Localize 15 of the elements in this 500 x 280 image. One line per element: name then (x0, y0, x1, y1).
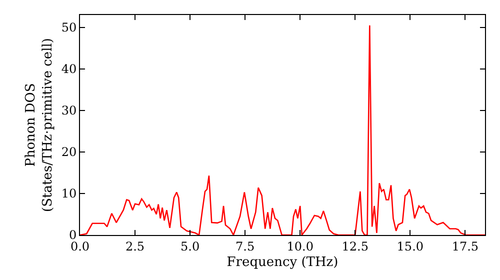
y-tick-label: 40 (61, 62, 77, 76)
x-tick-label: 7.5 (236, 239, 255, 254)
x-tick-label: 12.5 (342, 239, 368, 254)
x-tick-label: 17.5 (452, 239, 479, 254)
x-tick-label: 2.5 (125, 239, 145, 254)
x-tick-label: 15.0 (396, 239, 424, 254)
x-tick-label: 5.0 (180, 239, 200, 254)
x-axis-title: Frequency (THz) (226, 255, 338, 270)
x-tick-label: 10.0 (286, 239, 314, 254)
y-tick-label: 30 (61, 104, 77, 118)
line-series (80, 24, 485, 235)
y-tick-label: 10 (61, 186, 77, 201)
y-tick-label: 20 (61, 145, 77, 160)
y-tick-label: 50 (61, 20, 77, 35)
y-axis-title: Phonon DOS (States/THz·primitive cell) (23, 38, 56, 212)
